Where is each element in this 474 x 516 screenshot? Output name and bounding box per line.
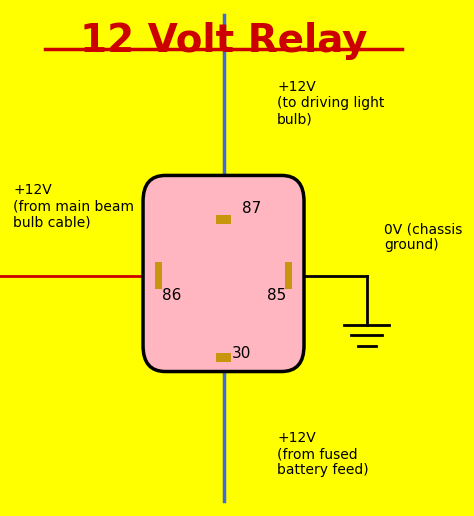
Text: 85: 85 [267, 288, 286, 303]
Text: 87: 87 [242, 201, 262, 216]
Bar [285, 262, 292, 289]
Text: 86: 86 [162, 288, 182, 303]
FancyBboxPatch shape [143, 175, 304, 372]
Bar [155, 262, 162, 289]
Text: 0V (chassis
ground): 0V (chassis ground) [384, 222, 463, 252]
Bar [216, 353, 231, 362]
Text: +12V
(to driving light
bulb): +12V (to driving light bulb) [277, 80, 384, 126]
Text: 30: 30 [232, 346, 251, 361]
Text: +12V
(from fused
battery feed): +12V (from fused battery feed) [277, 431, 369, 477]
Text: 12 Volt Relay: 12 Volt Relay [80, 22, 367, 60]
Text: +12V
(from main beam
bulb cable): +12V (from main beam bulb cable) [13, 183, 135, 230]
Bar [216, 215, 231, 224]
